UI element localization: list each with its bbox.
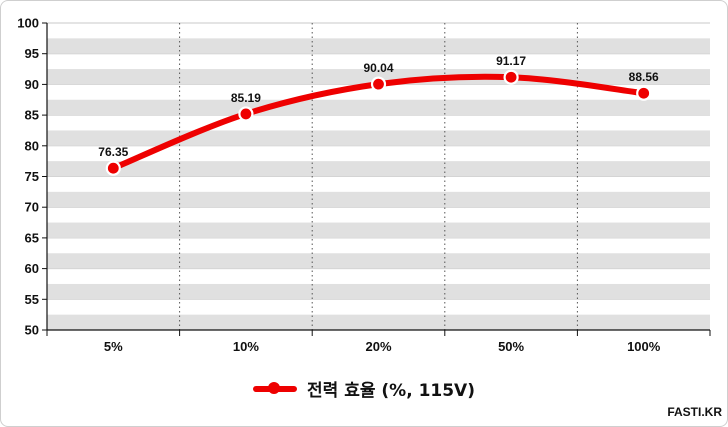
data-label: 91.17: [496, 54, 526, 68]
y-tick-label: 65: [25, 230, 39, 245]
data-point: [105, 160, 121, 176]
grid-band: [47, 253, 710, 269]
y-tick-label: 85: [25, 108, 39, 123]
data-point: [636, 85, 652, 101]
legend: 전력 효율 (%, 115V): [0, 376, 728, 401]
y-tick-label: 50: [25, 323, 39, 338]
data-label: 88.56: [629, 70, 659, 84]
data-point: [370, 76, 387, 92]
y-tick-label: 70: [25, 200, 39, 215]
grid-bands: [47, 22, 710, 330]
data-point: [503, 69, 519, 85]
vertical-gridlines: [179, 23, 578, 330]
x-axis-ticks: 5% 10% 20% 50% 100%: [46, 330, 711, 354]
grid-band: [47, 222, 710, 238]
x-tick-label: 5%: [104, 339, 123, 354]
legend-label: 전력 효율 (%, 115V): [307, 381, 475, 401]
grid-band: [47, 191, 710, 208]
legend-swatch: [253, 380, 297, 398]
x-tick-label: 10%: [233, 339, 259, 354]
data-label: 76.35: [98, 145, 128, 159]
watermark-text: FASTI.KR: [667, 405, 722, 419]
grid-band: [47, 283, 710, 300]
series-efficiency: [105, 69, 652, 176]
x-tick-label: 50%: [498, 339, 524, 354]
grid-band: [47, 99, 710, 116]
x-tick-label: 20%: [365, 339, 391, 354]
y-tick-label: 95: [25, 46, 39, 61]
grid-band: [47, 314, 710, 330]
x-tick-label: 100%: [627, 339, 661, 354]
y-tick-label: 90: [25, 77, 39, 92]
y-tick-label: 60: [25, 261, 39, 276]
y-axis-ticks: 50 55 60 65 70 75 80 85 90 95 100: [17, 16, 47, 338]
y-tick-label: 80: [25, 138, 39, 153]
data-label: 85.19: [231, 91, 261, 105]
data-label: 90.04: [363, 61, 393, 75]
grid-band: [47, 161, 710, 177]
data-point: [238, 106, 254, 122]
y-tick-label: 75: [25, 169, 39, 184]
y-tick-label: 100: [17, 16, 39, 31]
y-tick-label: 55: [25, 292, 39, 307]
data-labels: 76.35 85.19 90.04 91.17 88.56: [98, 54, 659, 159]
grid-band: [47, 130, 710, 146]
grid-band: [47, 38, 710, 54]
